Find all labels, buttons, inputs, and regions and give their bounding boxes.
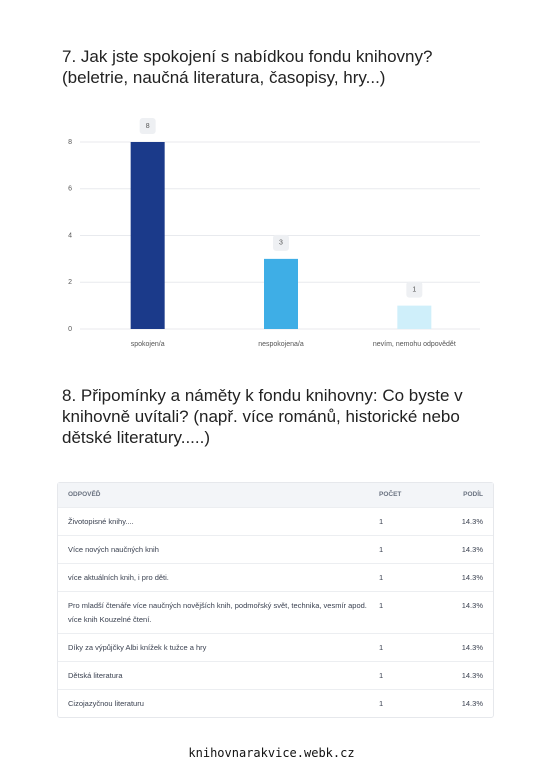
y-tick-label: 4: [68, 232, 72, 239]
table-cell: 14.3%: [461, 601, 483, 610]
table-row: Dětská literatura 1 14.3%: [58, 661, 493, 689]
table-cell: 1: [379, 545, 384, 554]
value-label: 1: [412, 286, 416, 293]
table-cell: Dětská literatura: [68, 671, 123, 680]
y-tick-label: 6: [68, 186, 72, 193]
x-tick-label: nespokojena/a: [258, 341, 304, 348]
footer: knihovnarakvice.webk.cz: [188, 746, 355, 760]
bar: [397, 305, 432, 329]
table-cell: 14.3%: [461, 643, 483, 652]
table-cell: Životopisné knihy....: [68, 517, 134, 526]
table-cell: POČET: [379, 491, 402, 498]
table-cell: 1: [379, 573, 384, 582]
table-row: více aktuálních knih, i pro děti. 1 14.3%: [58, 563, 493, 591]
table-cell: 14.3%: [461, 573, 483, 582]
bar: [264, 258, 298, 329]
table-cell: více aktuálních knih, i pro děti.: [68, 573, 169, 582]
table-cell: Cizojazyčnou literaturu: [68, 699, 144, 708]
question-title: 8. Připomínky a náměty k fondu knihovny:…: [62, 386, 463, 447]
question-title: 7. Jak jste spokojení s nabídkou fondu k…: [62, 47, 433, 66]
table-row: Pro mladší čtenáře více naučných novější…: [58, 591, 493, 633]
table-cell: 14.3%: [461, 671, 483, 680]
bar: [130, 142, 165, 329]
table-cell: Více nových naučných knih: [68, 545, 159, 554]
table-cell: 1: [379, 699, 384, 708]
value-label-box: [406, 281, 423, 298]
y-tick-label: 8: [68, 139, 72, 146]
value-label: 3: [279, 240, 283, 247]
y-tick-label: 2: [68, 279, 72, 286]
question-subtitle: (beletrie, naučná literatura, časopisy, …: [62, 68, 386, 87]
table-cell: 14.3%: [461, 699, 483, 708]
table-cell: Díky za výpůjčky Albi knížek k tužce a h…: [68, 643, 207, 652]
table-row: Cizojazyčnou literaturu 1 14.3%: [58, 689, 493, 717]
x-tick-label: spokojen/a: [131, 341, 165, 348]
table-cell: 1: [379, 643, 384, 652]
chart: 0 2 4 6 8 spokojen/a 8 nespokojena/a 3 nevím, nem…: [68, 118, 480, 348]
value-label-box: [139, 118, 156, 134]
table-row: Díky za výpůjčky Albi knížek k tužce a h…: [58, 633, 493, 661]
table-cell: 14.3%: [461, 517, 483, 526]
table-cell: Pro mladší čtenáře více naučných novější…: [68, 601, 367, 624]
value-label-box: [273, 234, 289, 251]
y-tick-label: 0: [68, 326, 72, 333]
table-cell: 14.3%: [461, 545, 483, 554]
table-cell: ODPOVĚĎ: [68, 491, 101, 498]
x-tick-label: nevím, nemohu odpovědět: [373, 341, 456, 348]
table-cell: PODÍL: [463, 491, 483, 498]
table-row: Životopisné knihy.... 1 14.3%: [58, 507, 493, 535]
table-row: Více nových naučných knih 1 14.3%: [58, 535, 493, 563]
value-label: 8: [146, 123, 150, 130]
table-cell: 1: [379, 671, 384, 680]
table-row: ODPOVĚĎ POČET PODÍL: [58, 483, 493, 507]
table-cell: 1: [379, 517, 384, 526]
answers-table: ODPOVĚĎ POČET PODÍL Životopisné knihy.... 1 1…: [57, 482, 494, 718]
table-cell: 1: [379, 601, 384, 610]
